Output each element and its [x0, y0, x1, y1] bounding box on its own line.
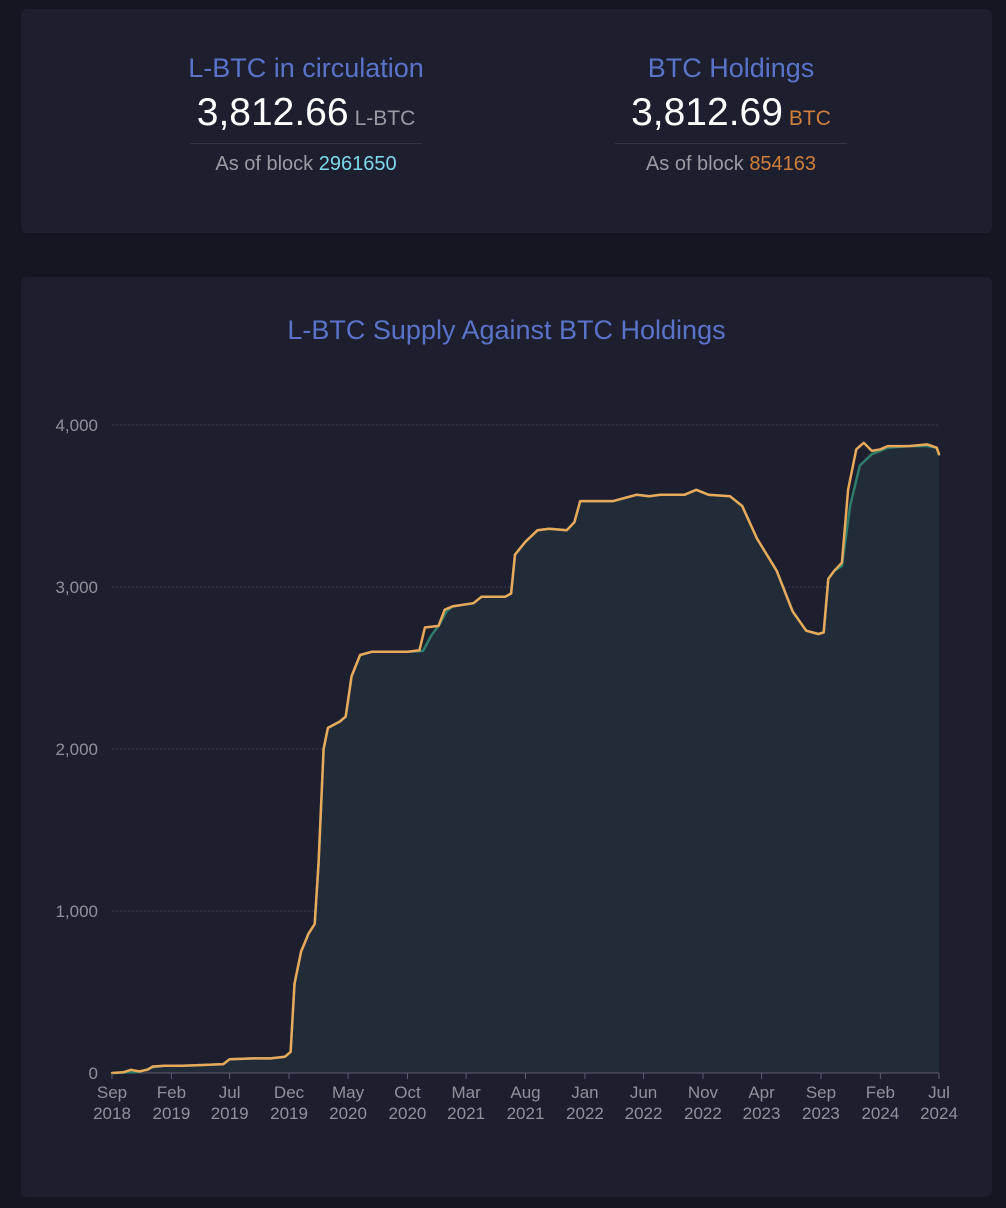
- btc-value: 3,812.69: [631, 91, 783, 134]
- x-tick-label: Aug 2021: [507, 1083, 545, 1123]
- btc-title: BTC Holdings: [647, 53, 815, 83]
- x-tick-label: Nov 2022: [684, 1083, 722, 1123]
- x-tick-label: Dec 2019: [270, 1083, 308, 1123]
- x-tick-label: Feb 2024: [861, 1083, 899, 1123]
- x-tick-label: Jul 2024: [920, 1083, 958, 1123]
- lbtc-block-prefix: As of block: [215, 153, 314, 175]
- x-tick-label: May 2020: [329, 1083, 367, 1123]
- btc-block-prefix: As of block: [645, 153, 744, 175]
- x-tick-label: Apr 2023: [743, 1083, 781, 1123]
- lbtc-area: [112, 446, 939, 1074]
- x-tick-label: Jul 2019: [211, 1083, 249, 1123]
- lbtc-unit: L-BTC: [354, 107, 416, 130]
- lbtc-title: L-BTC in circulation: [188, 53, 424, 83]
- supply-chart[interactable]: 0 1,000 2,000 3,000 4,000 Sep 2018 Feb 2019 Jul 20…: [21, 277, 992, 1197]
- lbtc-block-link[interactable]: 2961650: [318, 153, 397, 175]
- x-tick-label: Jun 2022: [625, 1083, 663, 1123]
- btc-block-info: As of block 854163: [521, 153, 941, 176]
- btc-divider: [615, 143, 847, 144]
- x-tick-label: Sep 2023: [802, 1083, 840, 1123]
- x-tick-label: Feb 2019: [152, 1083, 190, 1123]
- chart-card: L-BTC Supply Against BTC Holdings 0 1,000…: [21, 277, 992, 1197]
- y-tick-label: 4,000: [55, 416, 98, 435]
- lbtc-block-info: As of block 2961650: [96, 153, 516, 176]
- lbtc-stat: L-BTC in circulation 3,812.66 L-BTC As of…: [96, 9, 516, 176]
- x-tick-label: Sep 2018: [93, 1083, 131, 1123]
- lbtc-value-row: 3,812.66 L-BTC: [96, 91, 516, 141]
- y-tick-label: 1,000: [55, 902, 98, 921]
- btc-block-link[interactable]: 854163: [749, 153, 817, 175]
- btc-line: [110, 441, 941, 1075]
- y-tick-label: 0: [89, 1064, 98, 1083]
- lbtc-value: 3,812.66: [196, 91, 349, 134]
- lbtc-divider: [190, 143, 422, 144]
- x-tick-label: Mar 2021: [447, 1083, 485, 1123]
- btc-stat: BTC Holdings 3,812.69 BTC As of block 854…: [521, 9, 941, 176]
- y-tick-label: 2,000: [55, 740, 98, 759]
- stats-card: L-BTC in circulation 3,812.66 L-BTC As of…: [21, 9, 992, 233]
- chart-title: L-BTC Supply Against BTC Holdings: [287, 315, 726, 345]
- x-tick-label: Oct 2020: [389, 1083, 427, 1123]
- btc-value-row: 3,812.69 BTC: [521, 91, 941, 141]
- y-tick-label: 3,000: [55, 578, 98, 597]
- btc-unit: BTC: [788, 107, 831, 130]
- x-tick-label: Jan 2022: [566, 1083, 604, 1123]
